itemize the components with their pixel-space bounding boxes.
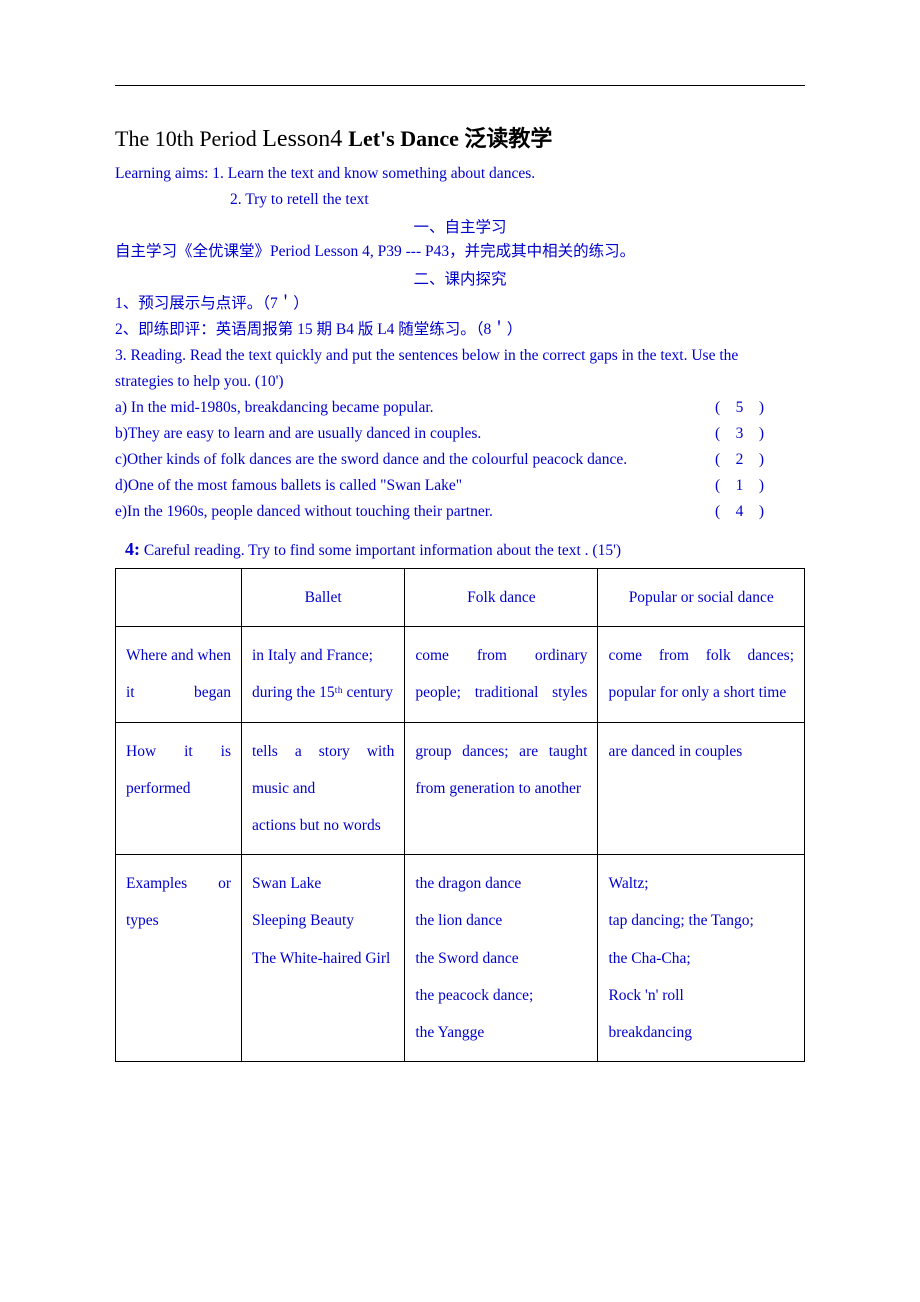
title-part-4: 泛读教学 [464, 126, 552, 151]
cell-folk-examples: the dragon dance the lion dance the Swor… [405, 855, 598, 1062]
learning-aims-2: 2. Try to retell the text [115, 187, 805, 213]
section-4-text: Careful reading. Try to find some import… [140, 542, 621, 559]
cell-popular-examples: Waltz; tap dancing; the Tango; the Cha-C… [598, 855, 805, 1062]
inclass-line-2: 2、即练即评：英语周报第 15 期 B4 版 L4 随堂练习。（8＇） [115, 317, 805, 343]
question-answer: ( 3 ) [715, 421, 805, 447]
header-blank [116, 569, 242, 627]
page-title: The 10th Period Lesson4 Let's Dance 泛读教学 [115, 121, 805, 153]
reading-line-b: strategies to help you. (10') [115, 369, 805, 395]
question-text: b)They are easy to learn and are usually… [115, 421, 715, 447]
inclass-line-1: 1、预习展示与点评。（7＇） [115, 291, 805, 317]
header-popular: Popular or social dance [598, 569, 805, 627]
question-row: c)Other kinds of folk dances are the swo… [115, 447, 805, 473]
header-ballet: Ballet [242, 569, 405, 627]
cell-folk-how: group dances; are taught from generation… [405, 722, 598, 855]
row-label: Where and when it began [116, 627, 242, 722]
section-4-number: 4: [115, 539, 140, 559]
section-2-head: 二、课内探究 [115, 267, 805, 289]
self-study-line: 自主学习《全优课堂》Period Lesson 4, P39 --- P43，并… [115, 239, 805, 265]
table-row: Examples or types Swan Lake Sleeping Bea… [116, 855, 805, 1062]
top-rule [115, 85, 805, 86]
table-row: Where and when it began in Italy and Fra… [116, 627, 805, 722]
question-answer: ( 5 ) [715, 395, 805, 421]
question-row: d)One of the most famous ballets is call… [115, 473, 805, 499]
cell-folk-where: come from ordinary people; traditional s… [405, 627, 598, 722]
question-text: d)One of the most famous ballets is call… [115, 473, 715, 499]
row-label: How it is performed [116, 722, 242, 855]
question-row: a) In the mid-1980s, breakdancing became… [115, 395, 805, 421]
table-header-row: Ballet Folk dance Popular or social danc… [116, 569, 805, 627]
question-answer: ( 4 ) [715, 499, 805, 525]
reading-line-a: 3. Reading. Read the text quickly and pu… [115, 343, 805, 369]
dance-table: Ballet Folk dance Popular or social danc… [115, 568, 805, 1062]
page: The 10th Period Lesson4 Let's Dance 泛读教学… [0, 0, 920, 1102]
title-part-2: Lesson4 [262, 126, 348, 152]
question-answer: ( 2 ) [715, 447, 805, 473]
question-row: b)They are easy to learn and are usually… [115, 421, 805, 447]
header-folk: Folk dance [405, 569, 598, 627]
cell-ballet-where: in Italy and France; during the 15ᵗʰ cen… [242, 627, 405, 722]
table-row: How it is performed tells a story with m… [116, 722, 805, 855]
question-text: a) In the mid-1980s, breakdancing became… [115, 395, 715, 421]
question-answer: ( 1 ) [715, 473, 805, 499]
row-label: Examples or types [116, 855, 242, 1062]
question-text: e)In the 1960s, people danced without to… [115, 499, 715, 525]
question-text: c)Other kinds of folk dances are the swo… [115, 447, 715, 473]
cell-ballet-how: tells a story with music and actions but… [242, 722, 405, 855]
title-part-3: Let's Dance [348, 126, 464, 151]
question-row: e)In the 1960s, people danced without to… [115, 499, 805, 525]
cell-ballet-examples: Swan Lake Sleeping Beauty The White-hair… [242, 855, 405, 1062]
cell-popular-how: are danced in couples [598, 722, 805, 855]
learning-aims-1: Learning aims: 1. Learn the text and kno… [115, 161, 805, 187]
cell-popular-where: come from folk dances; popular for only … [598, 627, 805, 722]
section-1-head: 一、自主学习 [115, 215, 805, 237]
section-4-head: 4: Careful reading. Try to find some imp… [115, 539, 805, 560]
title-part-1: The 10th Period [115, 126, 262, 151]
